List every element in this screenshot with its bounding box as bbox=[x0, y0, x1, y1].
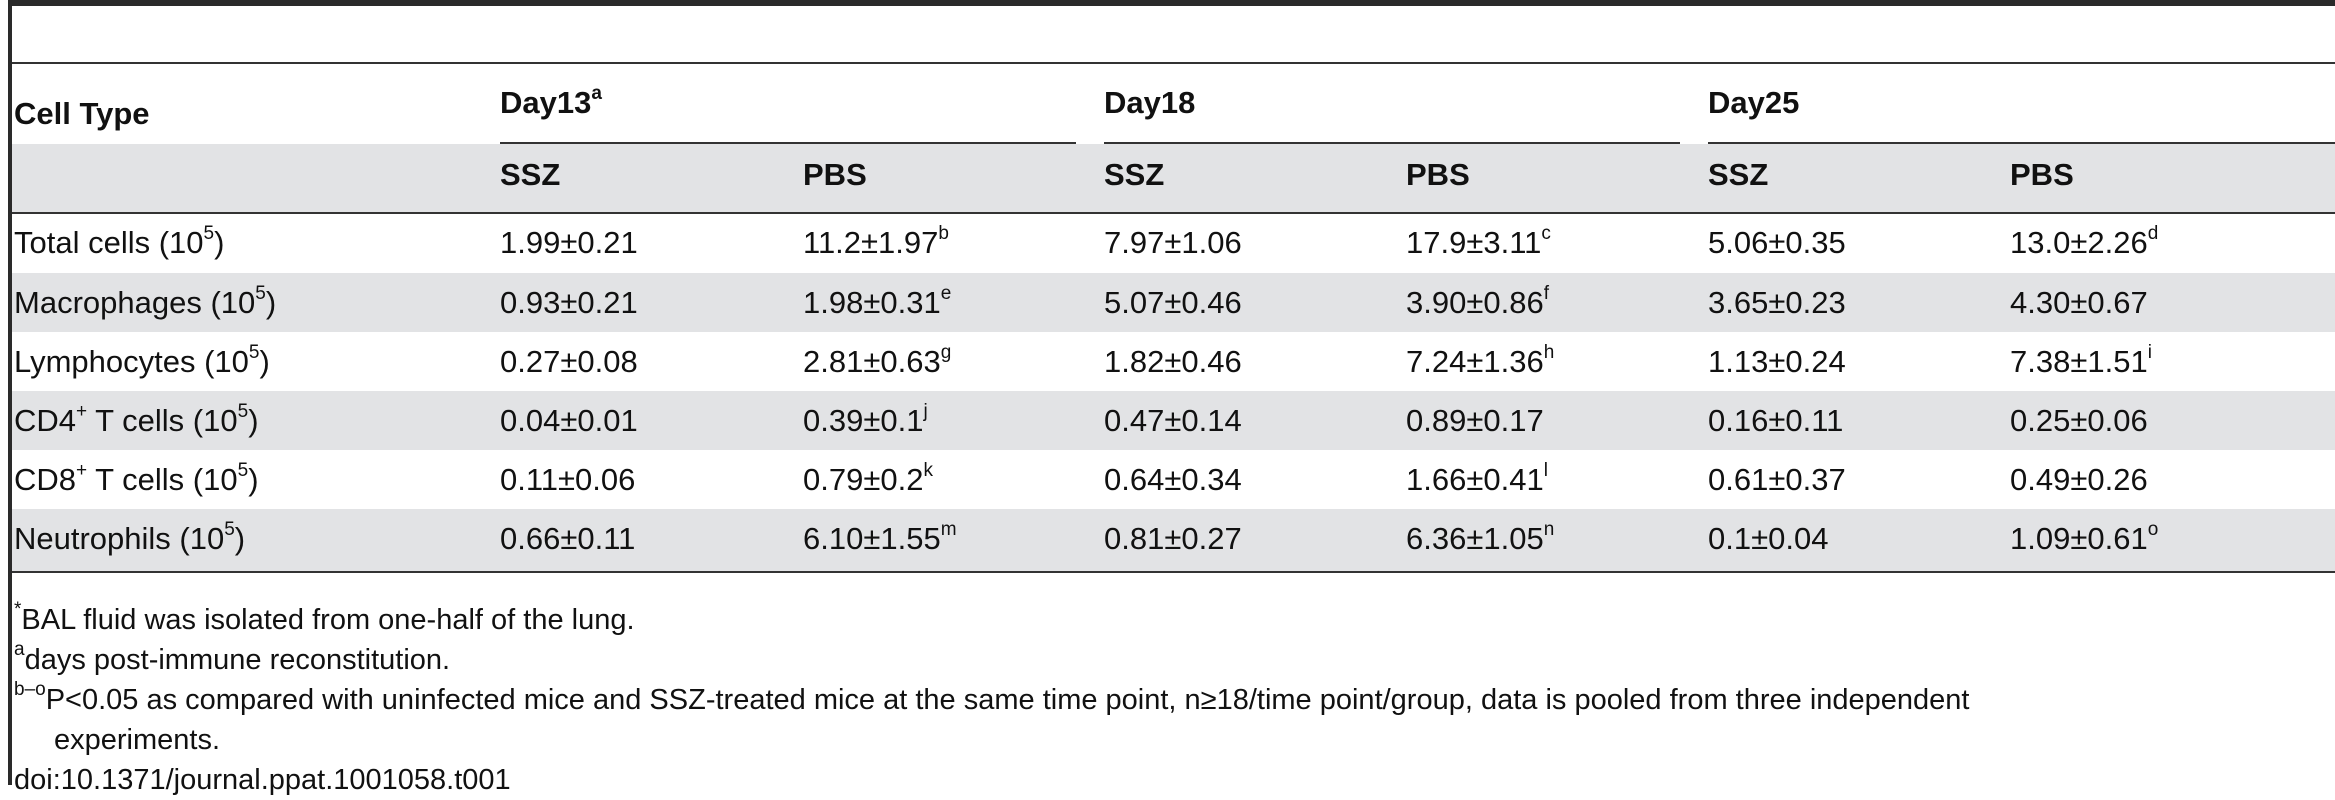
row-band-4 bbox=[12, 391, 2335, 450]
table-cell: 0.64±0.34 bbox=[1104, 462, 1242, 497]
table-cell: 2.81±0.63g bbox=[803, 341, 952, 379]
table-cell: 7.38±1.51i bbox=[2010, 341, 2152, 379]
table-cell: 3.65±0.23 bbox=[1708, 285, 1846, 320]
table-cell: 0.1±0.04 bbox=[1708, 521, 1829, 556]
group-underline-day18 bbox=[1104, 142, 1680, 144]
table-cell: 0.61±0.37 bbox=[1708, 462, 1846, 497]
subheader-ssz: SSZ bbox=[1104, 157, 1165, 192]
table-cell: 1.98±0.31e bbox=[803, 282, 952, 320]
row-label: CD8+ T cells (105) bbox=[14, 459, 259, 497]
group-header-day18: Day18 bbox=[1104, 85, 1196, 120]
table-cell: 0.16±0.11 bbox=[1708, 403, 1844, 438]
group-header-day13: Day13a bbox=[500, 82, 602, 120]
footnote-b-o: b–oP<0.05 as compared with uninfected mi… bbox=[14, 679, 1970, 716]
table-cell: 11.2±1.97b bbox=[803, 222, 949, 260]
group-header-day25: Day25 bbox=[1708, 85, 1800, 120]
table-cell: 0.25±0.06 bbox=[2010, 403, 2148, 438]
table-cell: 1.13±0.24 bbox=[1708, 344, 1846, 379]
table-cell: 0.11±0.06 bbox=[500, 462, 636, 497]
table-cell: 5.07±0.46 bbox=[1104, 285, 1242, 320]
table-top-rule bbox=[12, 62, 2335, 64]
table-cell: 0.93±0.21 bbox=[500, 285, 638, 320]
table-cell: 17.9±3.11c bbox=[1406, 222, 1551, 260]
row-label: Lymphocytes (105) bbox=[14, 341, 270, 379]
row-label: Total cells (105) bbox=[14, 222, 225, 260]
table-cell: 0.04±0.01 bbox=[500, 403, 638, 438]
subheader-ssz: SSZ bbox=[500, 157, 561, 192]
footnote-a: adays post-immune reconstitution. bbox=[14, 639, 451, 676]
table-cell: 1.99±0.21 bbox=[500, 225, 638, 260]
row-label: Neutrophils (105) bbox=[14, 518, 246, 556]
table-cell: 7.24±1.36h bbox=[1406, 341, 1555, 379]
group-underline-day13 bbox=[500, 142, 1076, 144]
subheader-pbs: PBS bbox=[1406, 157, 1470, 192]
table-cell: 0.47±0.14 bbox=[1104, 403, 1242, 438]
table-bottom-rule bbox=[12, 571, 2335, 573]
doi: doi:10.1371/journal.ppat.1001058.t001 bbox=[14, 764, 511, 796]
subheader-pbs: PBS bbox=[803, 157, 867, 192]
row-band-6 bbox=[12, 509, 2335, 571]
table-cell: 0.39±0.1j bbox=[803, 400, 928, 438]
row-label: CD4+ T cells (105) bbox=[14, 400, 259, 438]
table-cell: 1.82±0.46 bbox=[1104, 344, 1242, 379]
table-cell: 4.30±0.67 bbox=[2010, 285, 2148, 320]
table-cell: 13.0±2.26d bbox=[2010, 222, 2159, 260]
table-cell: 6.36±1.05n bbox=[1406, 518, 1555, 556]
subheader-ssz: SSZ bbox=[1708, 157, 1769, 192]
table-cell: 0.79±0.2k bbox=[803, 459, 933, 497]
group-underline-day25 bbox=[1708, 142, 2335, 144]
table-cell: 1.66±0.41l bbox=[1406, 459, 1548, 497]
table-cell: 0.89±0.17 bbox=[1406, 403, 1544, 438]
row-band-2 bbox=[12, 273, 2335, 332]
row-label: Macrophages (105) bbox=[14, 282, 277, 320]
subheader-pbs: PBS bbox=[2010, 157, 2074, 192]
table-cell: 1.09±0.61o bbox=[2010, 518, 2159, 556]
column-header-cell-type: Cell Type bbox=[14, 96, 150, 131]
subheader-band bbox=[12, 144, 2335, 212]
table-cell: 0.66±0.11 bbox=[500, 521, 636, 556]
table-cell: 3.90±0.86f bbox=[1406, 282, 1549, 320]
table-cell: 0.27±0.08 bbox=[500, 344, 638, 379]
top-border bbox=[8, 0, 2335, 6]
table-cell: 0.49±0.26 bbox=[2010, 462, 2148, 497]
table-cell: 0.81±0.27 bbox=[1104, 521, 1242, 556]
left-border bbox=[8, 0, 12, 785]
table-cell: 5.06±0.35 bbox=[1708, 225, 1846, 260]
table-cell: 6.10±1.55m bbox=[803, 518, 957, 556]
footnote-star: *BAL fluid was isolated from one-half of… bbox=[14, 599, 635, 636]
footnote-b-o-continued: experiments. bbox=[54, 724, 221, 756]
table-cell: 7.97±1.06 bbox=[1104, 225, 1242, 260]
header-bottom-rule bbox=[12, 212, 2335, 214]
